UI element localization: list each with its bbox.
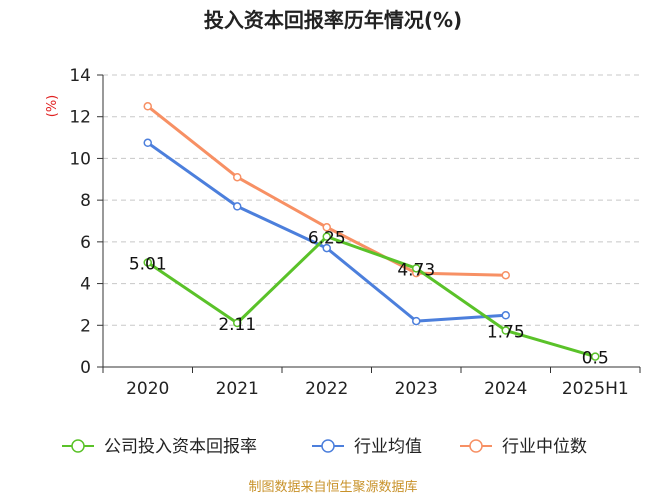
data-point: [233, 318, 242, 328]
y-tick-label: 8: [80, 191, 91, 211]
data-point: [143, 102, 152, 111]
data-point: [412, 316, 421, 326]
data-point: [233, 172, 242, 182]
legend-item: 公司投入资本回报率: [62, 437, 257, 457]
x-tick-label: 2021: [216, 379, 259, 399]
data-point: [233, 202, 242, 211]
data-point: [322, 232, 331, 241]
data-point: [143, 258, 152, 267]
data-point: [501, 311, 510, 320]
series-line: [146, 235, 596, 359]
data-label: 0.5: [582, 349, 609, 369]
y-axis-label: (%): [45, 95, 60, 118]
data-point: [501, 326, 510, 335]
y-tick-label: 2: [80, 316, 91, 336]
axes: 0 2 4 6 8 10 12 14 2020 2021 2022 2023 2024 2025H1: [69, 66, 641, 399]
data-point: [501, 270, 510, 280]
data-point: [322, 243, 331, 253]
legend-label: 行业均值: [354, 437, 422, 457]
legend-swatch-marker: [321, 439, 335, 453]
data-label: 1.75: [487, 323, 525, 343]
data-point: [143, 138, 152, 148]
legend-swatch-marker: [469, 439, 483, 453]
x-tick-label: 2022: [305, 379, 348, 399]
legend-label: 公司投入资本回报率: [104, 437, 257, 457]
chart-title: 投入资本回报率历年情况(%): [204, 8, 462, 32]
data-point: [412, 264, 421, 273]
y-tick-label: 14: [69, 66, 91, 86]
source-note: 制图数据来自恒生聚源数据库: [248, 479, 417, 495]
x-tick-label: 2020: [126, 379, 169, 399]
data-label: 2.11: [218, 315, 256, 335]
legend: 公司投入资本回报率 行业均值 行业中位数: [62, 437, 587, 457]
data-label: 5.01: [129, 255, 167, 275]
data-labels: 5.01 2.11 6.25 4.73 1.75 0.5: [129, 229, 609, 369]
series-1: [143, 138, 510, 326]
legend-swatch-marker: [71, 439, 85, 453]
data-label: 4.73: [397, 260, 435, 280]
series-group: [143, 102, 600, 361]
data-point: [322, 223, 331, 232]
legend-label: 行业中位数: [502, 437, 587, 457]
series-0: [143, 232, 600, 361]
data-label: 6.25: [308, 229, 346, 249]
x-tick-label: 2025H1: [562, 379, 629, 399]
y-tick-label: 6: [80, 233, 91, 253]
y-tick-label: 0: [80, 358, 91, 378]
legend-item: 行业中位数: [460, 437, 587, 457]
y-tick-label: 4: [80, 275, 91, 295]
y-tick-label: 12: [69, 108, 91, 128]
y-tick-label: 10: [69, 149, 91, 169]
x-tick-label: 2023: [395, 379, 438, 399]
data-point: [591, 352, 600, 361]
x-tick-label: 2024: [484, 379, 527, 399]
legend-item: 行业均值: [312, 437, 422, 457]
series-2: [143, 102, 510, 280]
